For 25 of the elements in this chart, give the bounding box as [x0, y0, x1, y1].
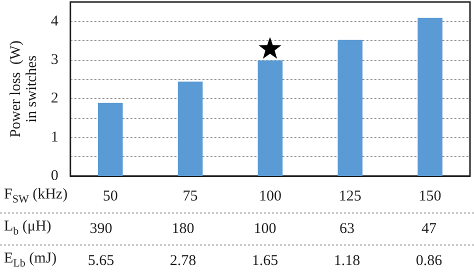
y-axis-title: Power loss (W) in switches	[8, 40, 40, 138]
x-tick-label: 100	[258, 188, 282, 204]
bar	[338, 40, 363, 176]
x-tick-label: 50	[102, 188, 118, 204]
text: 2.78	[170, 253, 196, 269]
text: 390	[90, 221, 112, 237]
text: 1.65	[252, 253, 278, 269]
y-tick-label: 1	[50, 129, 58, 146]
y-tick-label: 3	[50, 52, 58, 68]
x-tick-label: 125	[338, 188, 362, 204]
bar	[98, 102, 123, 176]
text: 100	[254, 221, 276, 237]
x-tick-label: 150	[418, 188, 442, 204]
text: 1.18	[334, 253, 360, 269]
x-tick-label: 75	[182, 188, 198, 204]
bar	[178, 82, 203, 176]
bar	[418, 18, 442, 176]
text: 5.65	[88, 253, 114, 269]
text: 0.86	[416, 253, 443, 269]
y-tick-label: 2	[50, 90, 58, 107]
y-tick-label: 4	[50, 13, 59, 30]
y-tick-label: 0	[50, 168, 58, 184]
text: 63	[340, 221, 354, 237]
text: 47	[422, 221, 437, 237]
text: 180	[172, 221, 194, 237]
